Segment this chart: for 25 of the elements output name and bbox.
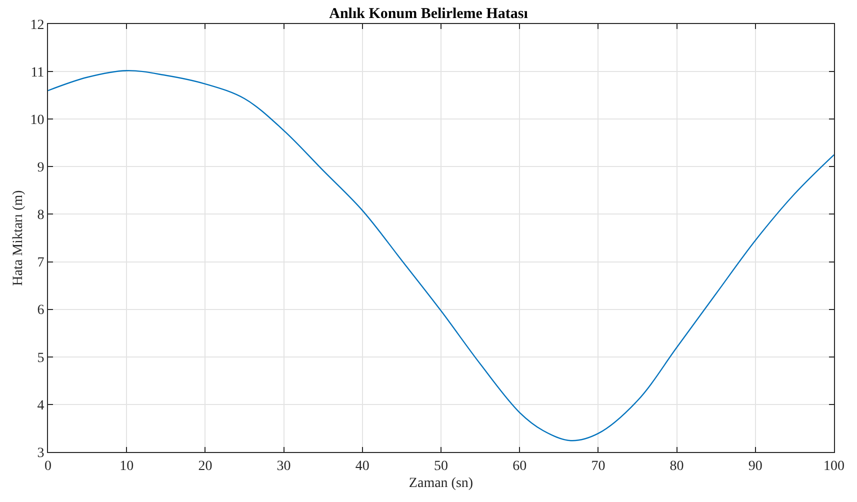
- x-tick-label: 20: [198, 458, 212, 474]
- y-tick-label: 8: [37, 208, 44, 224]
- y-tick-label: 6: [37, 303, 44, 318]
- y-tick-label: 3: [37, 446, 44, 461]
- x-tick-label: 40: [355, 458, 370, 474]
- x-tick-label: 0: [44, 458, 52, 474]
- y-tick-label: 12: [30, 18, 44, 33]
- x-tick-label: 60: [512, 458, 527, 474]
- x-tick-label: 90: [748, 458, 762, 474]
- x-tick-label: 100: [824, 458, 844, 474]
- x-tick-label: 10: [120, 458, 134, 474]
- y-tick-label: 4: [37, 398, 44, 414]
- x-axis-title: Zaman (sn): [408, 476, 474, 492]
- y-tick-label: 5: [37, 350, 44, 366]
- x-tick-label: 50: [434, 458, 448, 474]
- x-tick-label: 30: [276, 458, 291, 474]
- y-tick-label: 10: [30, 113, 44, 128]
- y-axis-title: Hata Miktarı (m): [10, 190, 26, 286]
- x-tick-label: 80: [670, 458, 684, 474]
- line-series: [48, 70, 834, 442]
- x-tick-label: 70: [591, 458, 606, 474]
- y-tick-label: 11: [30, 65, 44, 80]
- y-tick-label: 7: [37, 256, 44, 271]
- y-tick-label: 9: [37, 160, 44, 176]
- chart-title: Anlık Konum Belirleme Hatası: [329, 6, 528, 22]
